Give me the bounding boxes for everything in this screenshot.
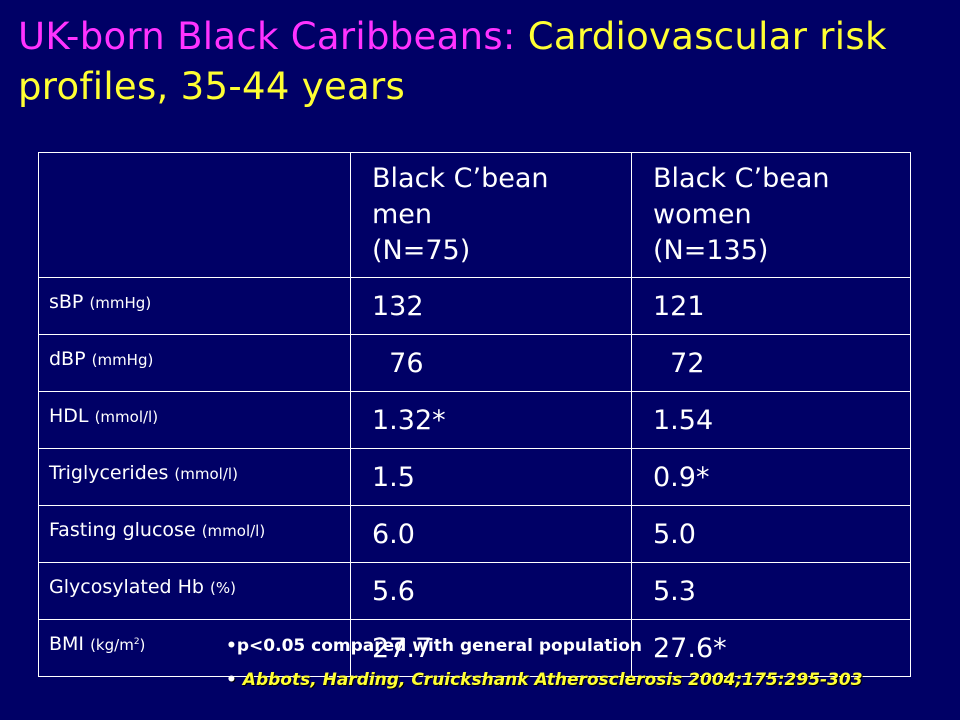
value-men: 27.7 [350,619,632,677]
row-label: BMI (kg/m2) [38,619,351,677]
table-row: dBP (mmHg) 76 72 [38,334,911,392]
title-part-magenta: UK-born Black Caribbeans: [18,15,528,58]
row-label: Triglycerides (mmol/l) [38,448,351,506]
row-label: dBP (mmHg) [38,334,351,392]
risk-profile-table: Black C’bean men (N=75) Black C’bean wom… [38,152,911,677]
header-men-line3: (N=75) [372,235,471,266]
header-men-line1: Black C’bean [372,163,549,194]
table-row: HDL (mmol/l) 1.32* 1.54 [38,391,911,449]
footnote-significance-text: p<0.05 compared with general population [236,636,643,656]
value-men: 1.32* [350,391,632,449]
header-women-line2: women [653,199,752,230]
value-women: 5.3 [631,562,911,620]
row-label: Fasting glucose (mmol/l) [38,505,351,563]
value-women: 121 [631,277,911,335]
header-women-line3: (N=135) [653,235,769,266]
row-label-unit: (mmol/l) [201,522,266,540]
value-men: 1.5 [350,448,632,506]
slide-title: UK-born Black Caribbeans: Cardiovascular… [18,12,948,112]
unit-base: (kg/m [90,636,134,654]
value-women: 72 [631,334,911,392]
header-cell-women: Black C’bean women (N=135) [631,152,911,278]
value-men: 5.6 [350,562,632,620]
header-cell-men: Black C’bean men (N=75) [350,152,632,278]
bullet-icon: • [226,670,237,690]
table-header-row: Black C’bean men (N=75) Black C’bean wom… [38,152,911,278]
footnotes: •p<0.05 compared with general population… [226,636,863,690]
row-label-name: BMI [49,633,85,655]
row-label-name: sBP [49,291,84,313]
row-label-unit: (mmol/l) [94,408,159,426]
footnote-citation: • Abbots, Harding, Cruickshank Atheroscl… [226,670,863,690]
header-men-line2: men [372,199,433,230]
unit-tail: ) [139,636,146,654]
value-women: 1.54 [631,391,911,449]
unit-superscript: 2 [133,637,140,647]
row-label: sBP (mmHg) [38,277,351,335]
row-label-name: HDL [49,405,89,427]
title-part-yellow: Cardiovascular risk profiles, 35-44 year… [18,15,887,108]
row-label: Glycosylated Hb (%) [38,562,351,620]
row-label-unit: (mmol/l) [174,465,238,483]
row-label: HDL (mmol/l) [38,391,351,449]
value-men: 132 [350,277,632,335]
row-label-name: Glycosylated Hb [49,576,204,598]
value-women: 0.9* [631,448,911,506]
bullet-icon: • [226,636,237,656]
table-row: Triglycerides (mmol/l) 1.5 0.9* [38,448,911,506]
row-label-unit: (%) [210,579,236,597]
row-label-name: Triglycerides [49,462,169,484]
value-women: 27.6* [631,619,911,677]
table-row: Glycosylated Hb (%) 5.6 5.3 [38,562,911,620]
footnote-significance: •p<0.05 compared with general population [226,636,863,656]
row-label-unit: (mmHg) [91,351,154,369]
row-label-unit: (kg/m2) [90,636,145,654]
table-row: Fasting glucose (mmol/l) 6.0 5.0 [38,505,911,563]
value-men: 6.0 [350,505,632,563]
value-men: 76 [350,334,632,392]
row-label-unit: (mmHg) [89,294,152,312]
header-cell-empty [38,152,351,278]
value-women: 5.0 [631,505,911,563]
table-row: sBP (mmHg) 132 121 [38,277,911,335]
row-label-name: Fasting glucose [49,519,196,541]
row-label-name: dBP [49,348,86,370]
footnote-citation-text: Abbots, Harding, Cruickshank Atheroscler… [236,670,863,690]
header-women-line1: Black C’bean [653,163,830,194]
table-row: BMI (kg/m2) 27.7 27.6* [38,619,911,677]
